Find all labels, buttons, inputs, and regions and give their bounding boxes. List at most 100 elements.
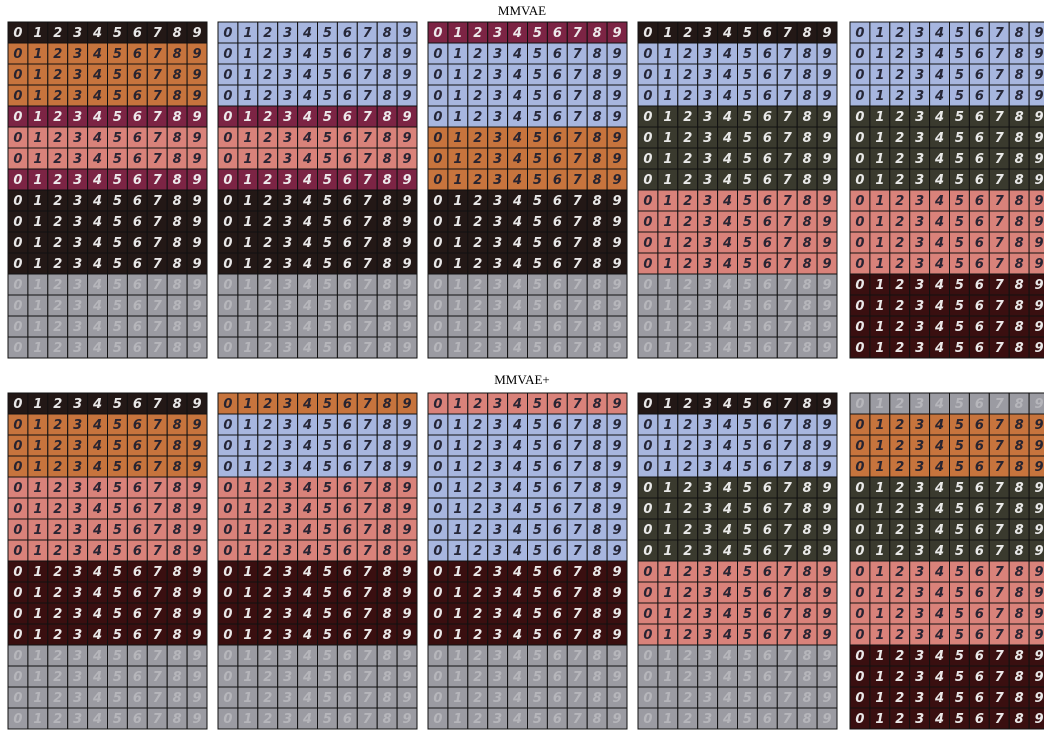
digit: 5 [533, 194, 542, 209]
digit: 4 [92, 544, 102, 559]
digit: 9 [403, 418, 412, 433]
digit: 1 [663, 215, 672, 230]
digit: 3 [915, 215, 924, 230]
digit: 8 [383, 257, 392, 272]
digit: 1 [453, 481, 462, 496]
digit: 9 [1035, 670, 1044, 685]
digit: 0 [223, 544, 232, 559]
digit: 5 [533, 712, 542, 727]
digit: 9 [823, 481, 832, 496]
digit: 8 [803, 607, 812, 622]
digit: 9 [613, 712, 622, 727]
digit: 5 [113, 278, 122, 293]
digit: 5 [533, 152, 542, 167]
digit: 5 [743, 607, 752, 622]
digit: 9 [1035, 481, 1044, 496]
digit: 9 [193, 215, 202, 230]
digit: 3 [915, 712, 924, 727]
digit: 6 [343, 68, 352, 83]
digit: 0 [643, 460, 652, 475]
digit: 0 [223, 341, 232, 356]
digit: 4 [92, 502, 102, 517]
digit: 4 [302, 173, 312, 188]
digit: 1 [243, 110, 252, 125]
digit: 2 [263, 649, 272, 664]
digit: 8 [1015, 670, 1024, 685]
digit: 8 [173, 712, 182, 727]
digit: 9 [613, 257, 622, 272]
digit: 0 [223, 320, 232, 335]
digit: 4 [512, 173, 522, 188]
digit: 4 [302, 278, 312, 293]
digit: 2 [263, 299, 272, 314]
digit: 3 [703, 236, 712, 251]
digit: 6 [133, 670, 142, 685]
digit: 2 [895, 152, 904, 167]
digit: 2 [683, 481, 692, 496]
digit: 6 [763, 278, 772, 293]
digit: 3 [493, 173, 502, 188]
digit: 1 [875, 397, 884, 412]
digit: 5 [113, 173, 122, 188]
digit: 4 [302, 194, 312, 209]
digit: 5 [533, 26, 542, 41]
digit: 3 [493, 278, 502, 293]
digit: 9 [823, 47, 832, 62]
digit: 5 [955, 607, 964, 622]
image-grid: 0 1 2 3 4 5 6 7 8 90 1 2 3 4 5 6 7 8 90 1 2 3 4 5 6 7 8 90 1 2 3 4 5 6 7 8 9… [7, 392, 208, 730]
digit: 1 [875, 565, 884, 580]
digit: 1 [243, 607, 252, 622]
digit: 2 [895, 89, 904, 104]
digit: 7 [573, 502, 583, 517]
digit: 1 [875, 173, 884, 188]
digit: 1 [453, 320, 462, 335]
digit: 3 [493, 586, 502, 601]
digit: 3 [915, 502, 924, 517]
digit: 3 [493, 341, 502, 356]
digit: 6 [343, 236, 352, 251]
digit: 7 [363, 691, 373, 706]
digit: 7 [153, 110, 163, 125]
digit: 5 [743, 523, 752, 538]
digit: 2 [683, 341, 692, 356]
digit: 6 [975, 152, 984, 167]
digit: 2 [473, 89, 482, 104]
digit: 7 [783, 418, 793, 433]
digit: 7 [783, 26, 793, 41]
digit: 6 [763, 565, 772, 580]
digit: 7 [153, 68, 163, 83]
digit: 9 [403, 439, 412, 454]
digit: 0 [223, 236, 232, 251]
digit: 7 [363, 628, 373, 643]
digit: 1 [875, 481, 884, 496]
digit: 4 [722, 565, 732, 580]
digit: 5 [533, 628, 542, 643]
digit: 9 [193, 341, 202, 356]
digit: 7 [995, 649, 1005, 664]
digit: 0 [433, 257, 442, 272]
digit: 8 [593, 544, 602, 559]
digit: 3 [493, 481, 502, 496]
digit: 4 [302, 439, 312, 454]
digit: 3 [73, 89, 82, 104]
digit: 0 [13, 152, 22, 167]
digit: 6 [975, 173, 984, 188]
digit: 6 [343, 523, 352, 538]
digit: 5 [743, 89, 752, 104]
digit: 7 [363, 215, 373, 230]
digit: 9 [193, 418, 202, 433]
digit: 3 [915, 523, 924, 538]
digit: 1 [875, 68, 884, 83]
digit: 1 [453, 110, 462, 125]
digit: 2 [683, 607, 692, 622]
digit: 9 [823, 152, 832, 167]
digit: 0 [433, 278, 442, 293]
digit: 6 [343, 131, 352, 146]
digit: 8 [383, 565, 392, 580]
digit: 0 [855, 460, 864, 475]
digit: 4 [512, 215, 522, 230]
digit: 6 [975, 712, 984, 727]
digit: 5 [323, 565, 332, 580]
digit: 5 [533, 89, 542, 104]
digit: 4 [934, 397, 944, 412]
